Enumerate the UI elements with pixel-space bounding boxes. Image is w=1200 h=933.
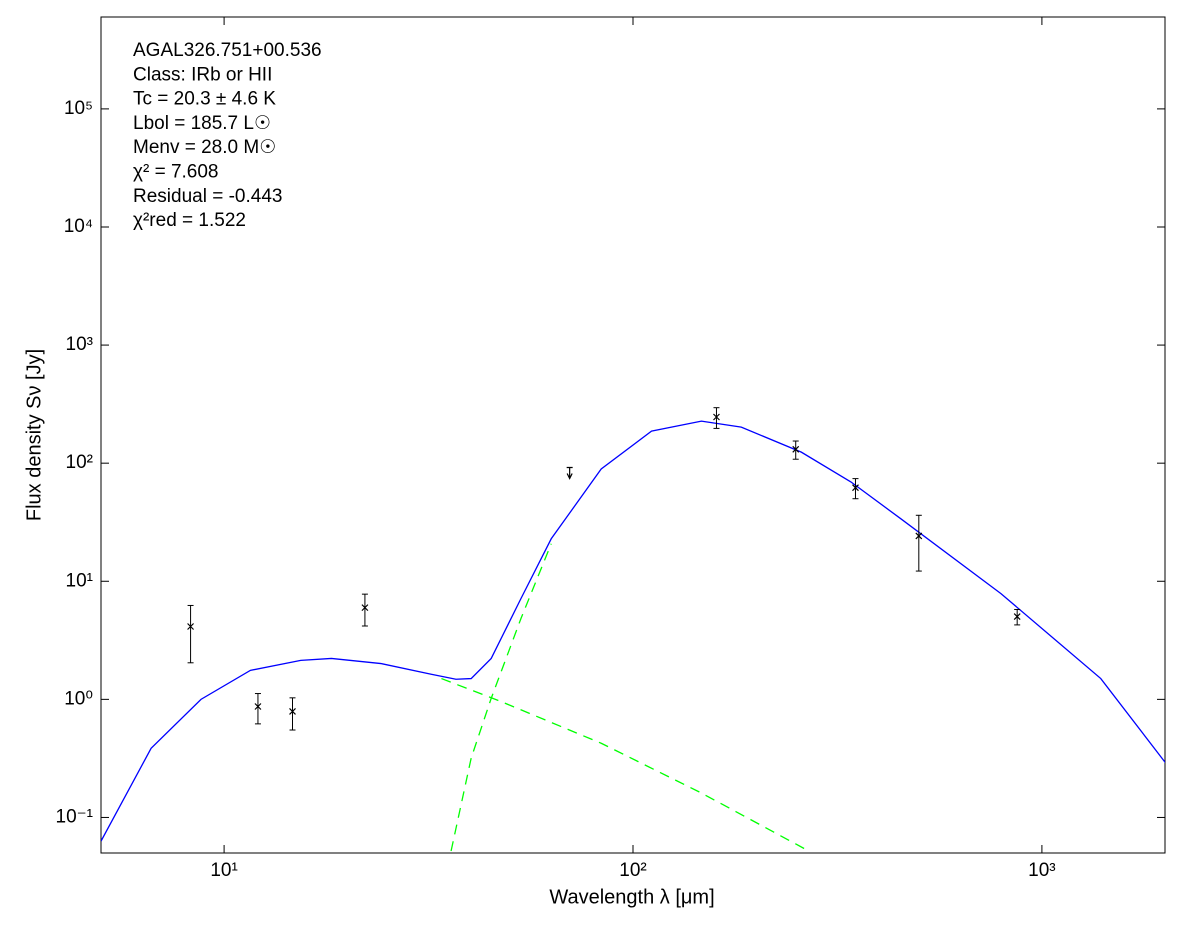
y-tick-label: 10¹: [66, 570, 93, 591]
annotation: Class: IRb or HII: [133, 64, 272, 85]
y-tick-label: 10²: [66, 452, 93, 473]
point-marker: [915, 532, 923, 540]
y-tick-label: 10⁴: [64, 216, 93, 237]
point-marker: [713, 413, 720, 421]
model-curve: [101, 420, 1165, 842]
annotation: χ² = 7.608: [133, 162, 219, 183]
point-marker: [852, 484, 859, 492]
x-tick-label: 10²: [619, 860, 646, 881]
plot-frame: [100, 16, 1166, 854]
annotation: χ²red = 1.522: [133, 210, 246, 231]
annotation: AGAL326.751+00.536: [133, 40, 322, 61]
y-tick-label: 10³: [66, 334, 93, 355]
point-marker: [187, 623, 194, 630]
y-tick-label: 10⁵: [64, 98, 93, 119]
point-marker: [289, 708, 296, 715]
x-tick-label: 10¹: [210, 860, 237, 881]
plot-area: [101, 407, 1165, 852]
annotation: Residual = -0.443: [133, 186, 282, 207]
point-marker: [792, 445, 800, 453]
point-marker: [361, 604, 369, 612]
component-curve: [441, 677, 810, 852]
component-curve: [450, 543, 552, 852]
point-marker: [1013, 613, 1021, 621]
x-tick-label: 10³: [1028, 860, 1055, 881]
y-tick-label: 10⁰: [64, 688, 93, 709]
y-axis-label: Flux density Sν [Jy]: [23, 349, 45, 521]
annotation: Lbol = 185.7 L☉: [133, 113, 271, 134]
annotation: Menv = 28.0 M☉: [133, 137, 276, 158]
x-axis-label: Wavelength λ [μm]: [549, 886, 714, 908]
y-tick-label: 10⁻¹: [56, 806, 94, 827]
point-marker: [254, 703, 262, 710]
upper-limit: [566, 466, 573, 480]
annotation: Tc = 20.3 ± 4.6 K: [133, 89, 276, 110]
